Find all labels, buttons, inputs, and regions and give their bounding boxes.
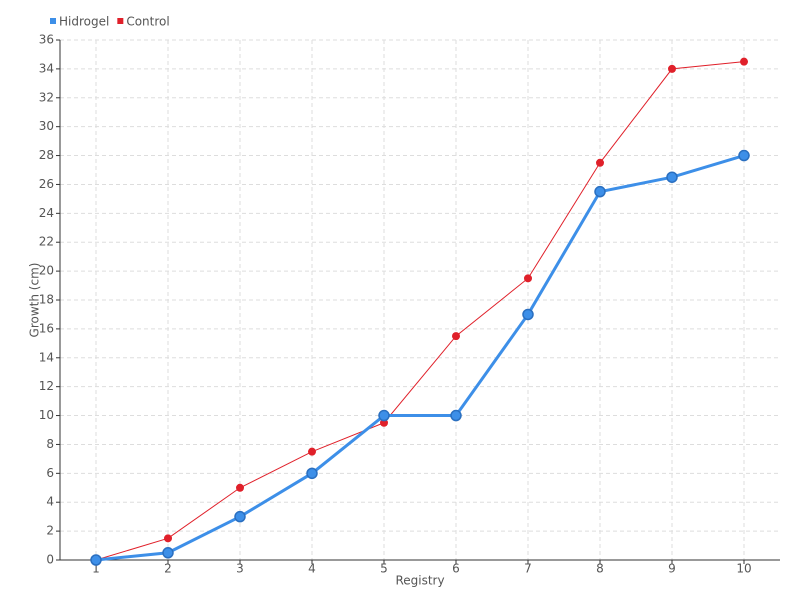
y-tick-label: 26 <box>39 177 54 191</box>
y-tick-label: 18 <box>39 293 54 307</box>
y-tick-label: 4 <box>46 495 54 509</box>
legend-swatch <box>117 18 124 24</box>
x-tick-label: 3 <box>236 562 244 576</box>
data-point <box>450 409 462 422</box>
x-tick-label: 4 <box>308 562 316 576</box>
y-tick-label: 20 <box>39 264 54 278</box>
x-axis-label: Registry <box>395 574 444 588</box>
legend-swatch <box>50 18 56 24</box>
y-tick-label: 30 <box>39 119 54 133</box>
x-tick-label: 7 <box>524 562 532 576</box>
data-point <box>236 483 244 492</box>
series-line <box>95 154 745 562</box>
y-tick-label: 16 <box>39 321 54 335</box>
data-point <box>594 185 606 198</box>
y-tick-label: 2 <box>46 524 54 538</box>
data-point <box>668 64 676 73</box>
legend-label: Control <box>126 15 169 29</box>
x-tick-label: 1 <box>92 562 100 576</box>
y-tick-label: 14 <box>39 350 54 364</box>
y-axis-label: Growth (cm) <box>28 263 42 338</box>
y-tick-label: 6 <box>46 466 54 480</box>
y-tick-label: 0 <box>46 553 54 567</box>
y-tick-label: 10 <box>39 408 54 422</box>
data-point <box>452 332 460 341</box>
data-point <box>666 171 678 183</box>
y-tick-label: 22 <box>39 235 54 249</box>
data-point <box>164 534 172 543</box>
data-point <box>378 409 390 422</box>
data-point <box>90 554 102 566</box>
data-point <box>524 274 532 283</box>
data-point <box>596 158 604 167</box>
data-point <box>308 447 316 456</box>
y-tick-label: 12 <box>39 379 54 393</box>
data-point <box>740 57 748 66</box>
data-point <box>162 547 174 559</box>
data-point <box>738 149 750 162</box>
x-tick-label: 10 <box>736 562 751 576</box>
y-tick-label: 8 <box>46 437 54 451</box>
data-point <box>306 467 318 480</box>
y-tick-label: 24 <box>39 206 54 220</box>
x-tick-label: 2 <box>164 562 172 576</box>
x-tick-label: 6 <box>452 562 460 576</box>
y-tick-label: 36 <box>39 33 54 47</box>
legend-label: Hidrogel <box>59 15 109 29</box>
data-point <box>522 308 534 321</box>
y-tick-label: 34 <box>39 61 54 75</box>
x-tick-label: 9 <box>668 562 676 576</box>
x-tick-label: 5 <box>380 562 388 576</box>
y-tick-label: 28 <box>39 148 54 162</box>
y-tick-label: 32 <box>39 90 54 104</box>
data-point <box>234 510 246 523</box>
series-line <box>95 61 745 561</box>
x-tick-label: 8 <box>596 562 604 576</box>
